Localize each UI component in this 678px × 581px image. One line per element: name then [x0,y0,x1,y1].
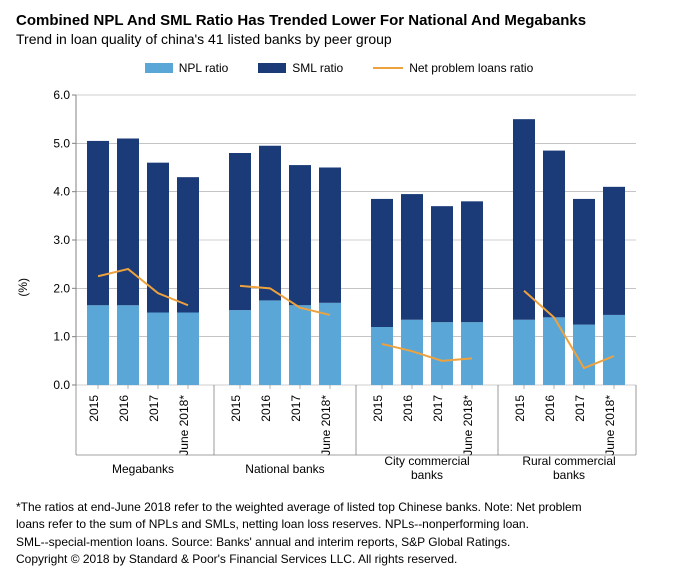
svg-text:6.0: 6.0 [53,89,70,102]
bar-npl [259,300,281,385]
footnote: *The ratios at end-June 2018 refer to th… [16,499,662,569]
bar-npl [371,327,393,385]
legend-item-npl: NPL ratio [145,61,229,75]
bar-sml [513,119,535,320]
footnote-line: loans refer to the sum of NPLs and SMLs,… [16,516,662,533]
x-tick-label: June 2018* [177,395,191,456]
bar-sml [371,199,393,327]
chart-title: Combined NPL And SML Ratio Has Trended L… [16,12,662,29]
chart-svg: 0.0 1.0 2.0 3.0 4.0 5.0 6.0 2015 2016 2017 June 20… [34,89,646,485]
bar-sml [543,151,565,318]
bar-npl [87,305,109,385]
x-tick-label: 2016 [259,395,273,422]
bar-npl [319,303,341,385]
bar-sml [177,177,199,312]
x-tick-label: 2015 [371,395,385,422]
bar-npl [177,313,199,386]
bar-sml [573,199,595,325]
x-tick-label: 2015 [513,395,527,422]
x-tick-label: 2015 [229,395,243,422]
bar-sml [603,187,625,315]
net-line [382,344,472,361]
group-label: National banks [245,462,324,476]
chart-subtitle: Trend in loan quality of china's 41 list… [16,31,662,47]
net-line [240,286,330,315]
footnote-line: SML--special-mention loans. Source: Bank… [16,534,662,551]
svg-text:2.0: 2.0 [53,281,70,295]
bar-npl [229,310,251,385]
bar-sml [147,163,169,313]
group-label: Megabanks [112,462,174,476]
net-line [524,291,614,368]
chart-area: (%) 0.0 1.0 2.0 3.0 4.0 5.0 6.0 2015 2016 2017 Jun… [16,89,662,485]
group-label: City commercialbanks [384,454,469,482]
footnote-line: Copyright © 2018 by Standard & Poor's Fi… [16,551,662,568]
bar-sml [87,141,109,305]
x-tick-label: 2017 [147,395,161,422]
x-tick-label: 2016 [117,395,131,422]
x-tick-label: 2017 [573,395,587,422]
bar-npl [431,322,453,385]
bar-npl [543,317,565,385]
bar-npl [147,313,169,386]
legend-swatch-npl [145,63,173,73]
legend-swatch-sml [258,63,286,73]
bar-npl [117,305,139,385]
x-tick-label: 2015 [87,395,101,422]
legend-label-net: Net problem loans ratio [409,61,533,75]
legend-item-net: Net problem loans ratio [373,61,533,75]
svg-text:3.0: 3.0 [53,233,70,247]
bar-npl [513,320,535,385]
net-line [98,269,188,305]
legend-label-sml: SML ratio [292,61,343,75]
x-tick-label: 2016 [543,395,557,422]
legend: NPL ratio SML ratio Net problem loans ra… [16,61,662,75]
svg-text:4.0: 4.0 [53,185,70,199]
group-label: Rural commercialbanks [522,454,615,482]
bar-npl [401,320,423,385]
legend-line-net [373,67,403,69]
y-axis-label: (%) [16,278,30,297]
bar-sml [319,168,341,303]
bar-sml [461,201,483,322]
bar-npl [289,305,311,385]
footnote-line: *The ratios at end-June 2018 refer to th… [16,499,662,516]
legend-label-npl: NPL ratio [179,61,229,75]
x-tick-label: 2016 [401,395,415,422]
x-tick-label: June 2018* [319,395,333,456]
x-tick-label: 2017 [289,395,303,422]
legend-item-sml: SML ratio [258,61,343,75]
x-tick-label: June 2018* [603,395,617,456]
bar-sml [431,206,453,322]
svg-text:1.0: 1.0 [53,330,70,344]
bar-sml [401,194,423,320]
x-tick-label: 2017 [431,395,445,422]
bar-sml [117,139,139,306]
bar-npl [603,315,625,385]
bar-npl [461,322,483,385]
svg-text:5.0: 5.0 [53,136,70,150]
svg-text:0.0: 0.0 [53,378,70,392]
bar-sml [289,165,311,305]
bar-sml [259,146,281,301]
x-tick-label: June 2018* [461,395,475,456]
